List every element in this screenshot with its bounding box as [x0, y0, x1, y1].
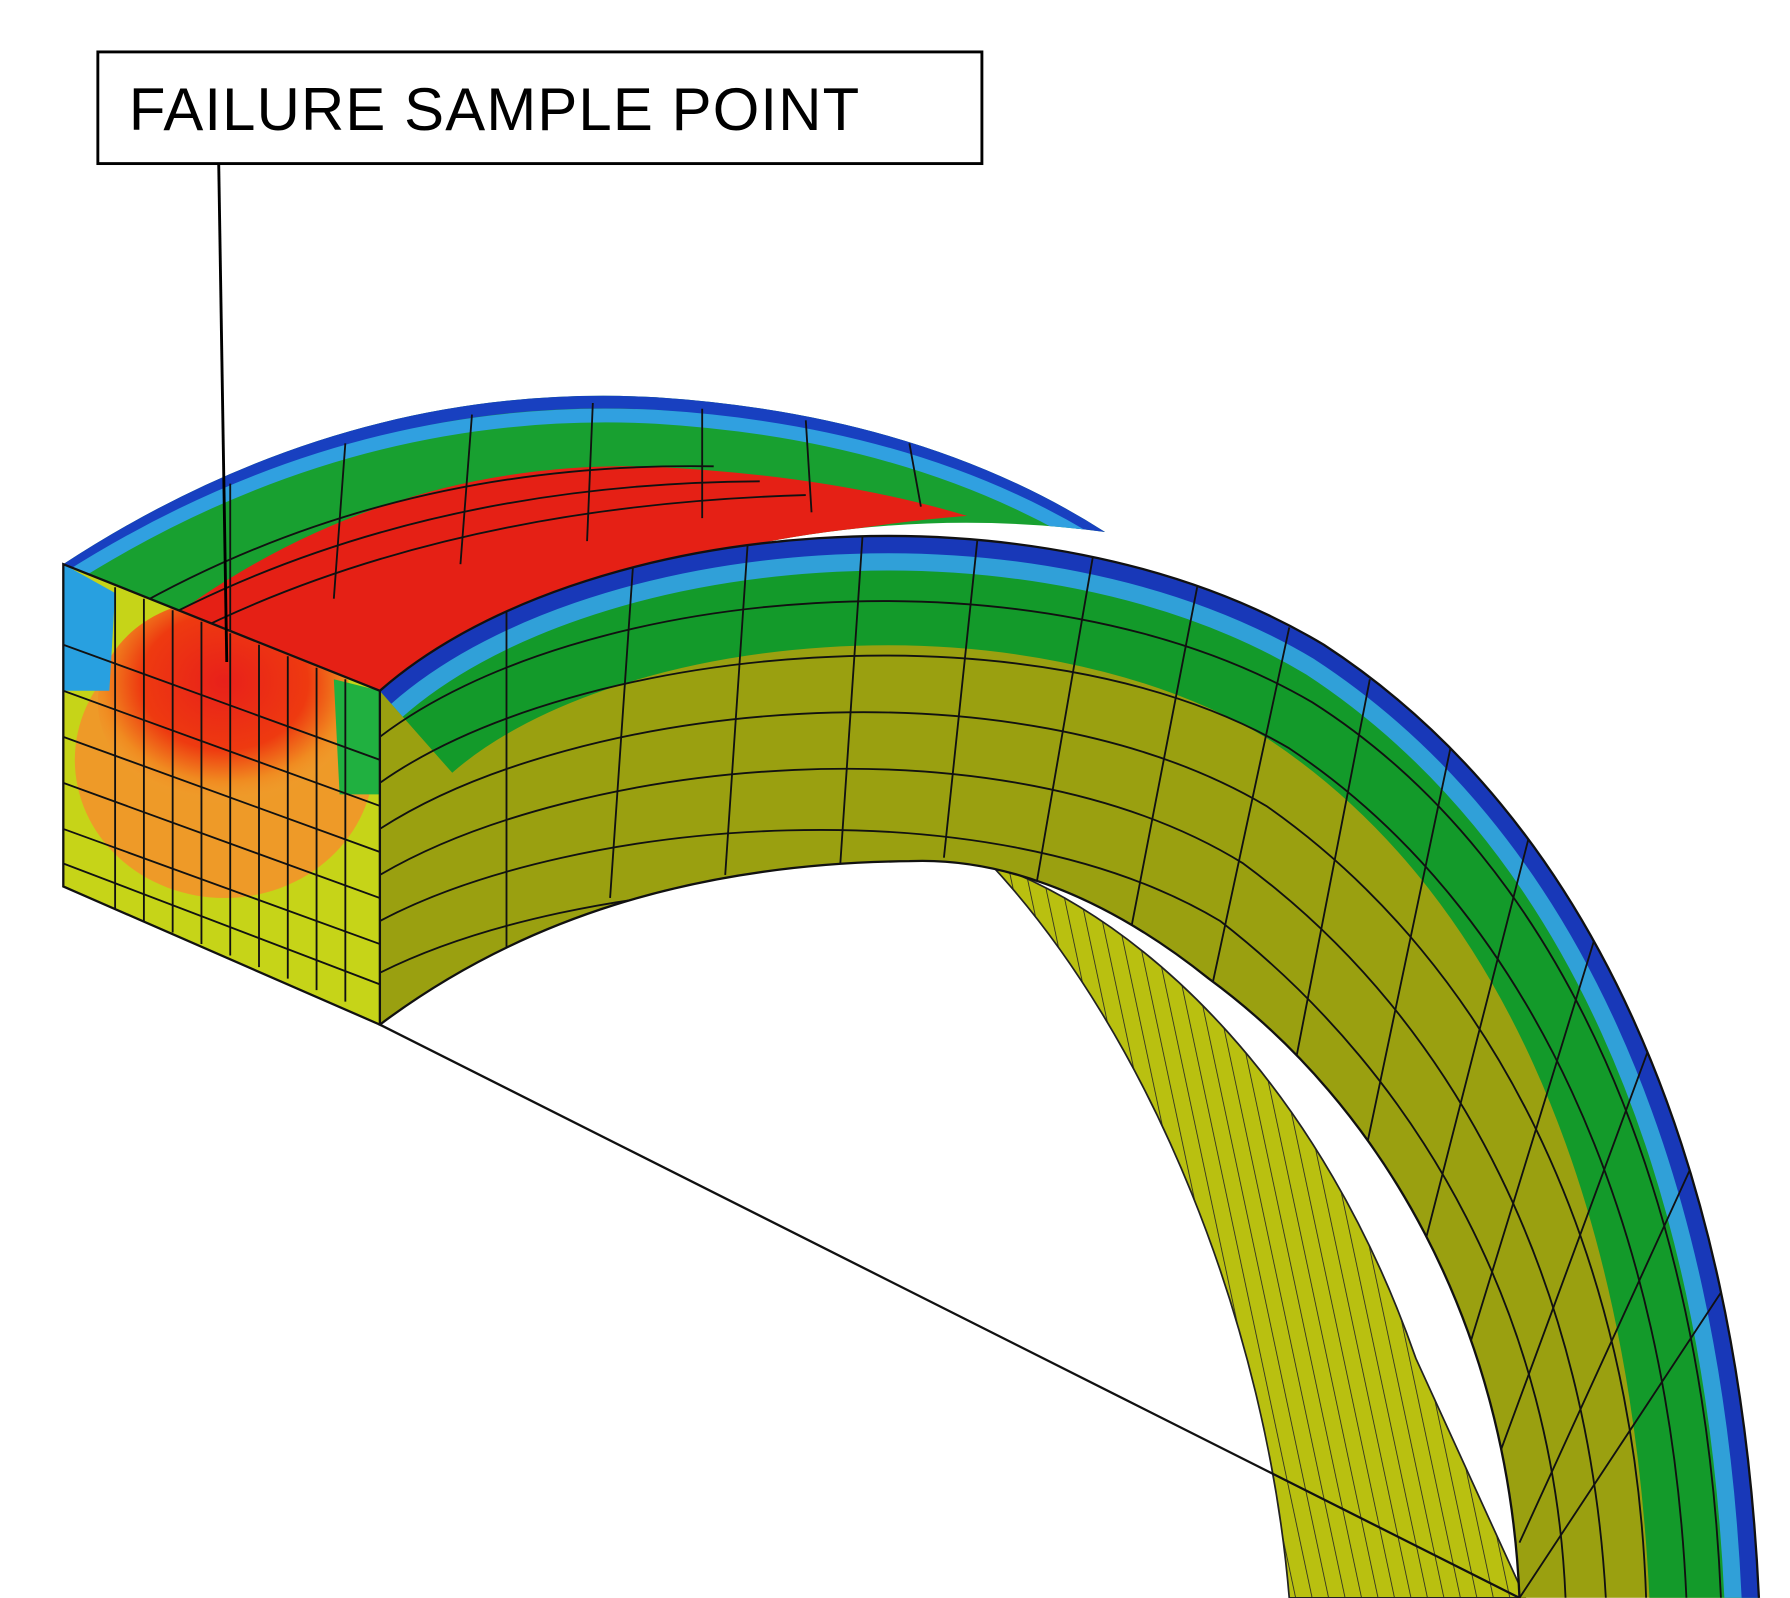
front-face [379, 535, 1759, 1598]
callout-leader [217, 163, 229, 663]
front-outline [377, 534, 1761, 1598]
callout-label: FAILURE SAMPLE POINT [129, 76, 860, 143]
top-surface [63, 395, 1106, 691]
callout: FAILURE SAMPLE POINT [96, 50, 984, 663]
callout-box [96, 50, 984, 166]
cross-section-outline [62, 562, 382, 1027]
